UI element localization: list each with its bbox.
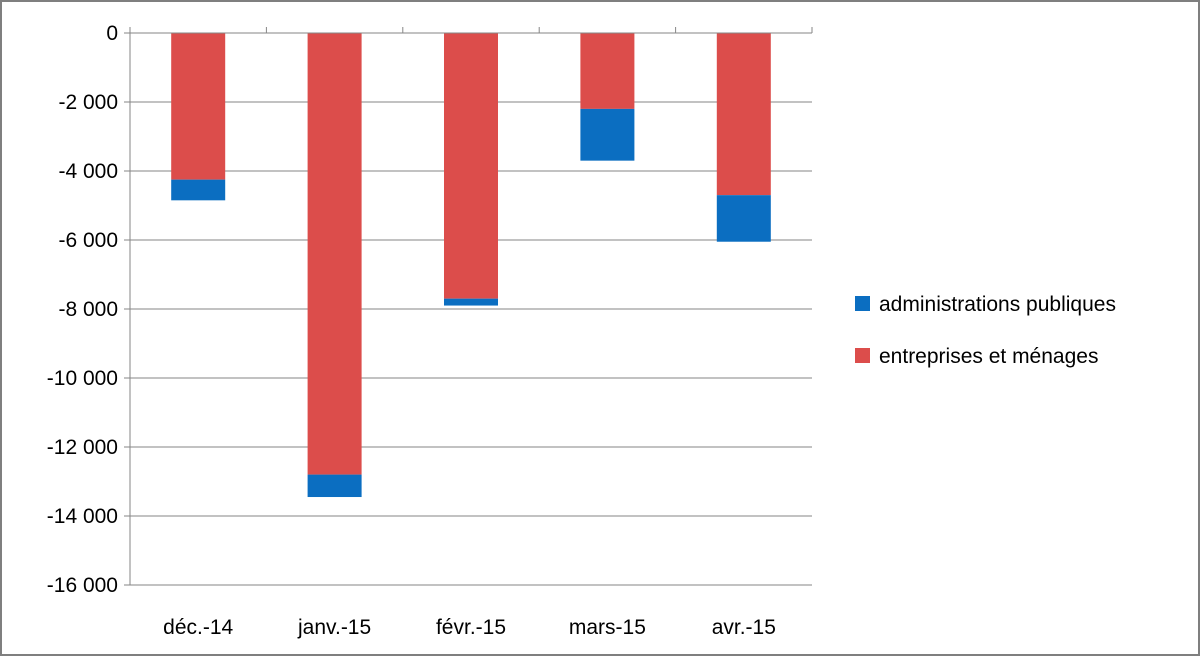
y-tick-label: -4 000 — [58, 160, 118, 183]
bar — [580, 108, 635, 161]
legend-swatch — [855, 348, 870, 363]
x-tick-label: avr.-15 — [712, 616, 776, 639]
bar — [444, 33, 498, 299]
y-tick-label: -2 000 — [58, 91, 118, 114]
legend-swatch — [855, 296, 870, 311]
legend: administrations publiques entreprises et … — [855, 293, 1116, 368]
x-tick-label: févr.-15 — [436, 616, 506, 639]
bar — [716, 33, 771, 196]
x-tick-label: déc.-14 — [163, 616, 233, 639]
y-tick-label: -8 000 — [58, 298, 118, 321]
y-tick-label: 0 — [106, 22, 118, 45]
bar — [307, 474, 362, 498]
y-tick-label: -16 000 — [47, 574, 118, 597]
y-tick-label: -12 000 — [47, 436, 118, 459]
legend-label: entreprises et ménages — [879, 345, 1098, 368]
legend-label: administrations publiques — [879, 293, 1116, 316]
bar — [171, 179, 226, 201]
y-tick-label: -6 000 — [58, 229, 118, 252]
bar — [444, 298, 498, 306]
bar — [716, 195, 771, 242]
axis-layer: 0 -2 000 -4 000 -6 000 -8 000 -10 000 -12 000 -… — [47, 22, 813, 639]
y-tick-label: -10 000 — [47, 367, 118, 390]
bar — [580, 33, 635, 109]
bar — [307, 33, 362, 475]
y-tick-label: -14 000 — [47, 505, 118, 528]
x-tick-label: mars-15 — [569, 616, 646, 639]
x-tick-label: janv.-15 — [297, 616, 371, 639]
bars-layer — [171, 33, 771, 498]
bar — [171, 33, 226, 180]
